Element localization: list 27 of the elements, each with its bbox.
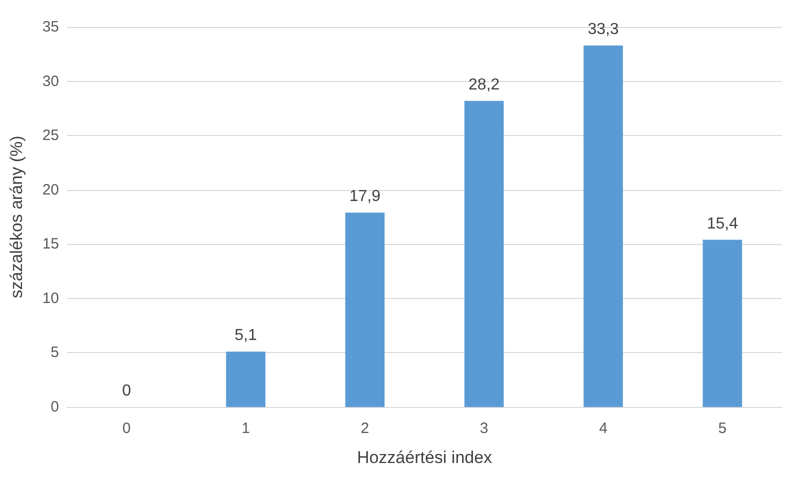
data-label: 17,9 bbox=[349, 188, 381, 206]
x-tick-label: 4 bbox=[599, 420, 608, 437]
y-tick-label: 35 bbox=[42, 18, 59, 36]
x-tick-label: 5 bbox=[718, 420, 727, 437]
bar bbox=[345, 212, 385, 407]
x-tick-label: 2 bbox=[360, 420, 370, 437]
data-label: 5,1 bbox=[234, 327, 257, 344]
y-tick-label: 5 bbox=[50, 344, 59, 362]
data-label: 15,4 bbox=[706, 215, 738, 232]
bar bbox=[702, 240, 742, 407]
y-axis-title: százalékos arány (%) bbox=[7, 136, 26, 298]
y-tick-label: 30 bbox=[42, 72, 59, 90]
y-tick-label: 15 bbox=[42, 236, 59, 253]
x-tick-label: 0 bbox=[122, 420, 131, 437]
y-tick-label: 10 bbox=[42, 290, 59, 307]
data-label: 0 bbox=[122, 382, 132, 400]
bar bbox=[464, 100, 504, 407]
y-tick-label: 0 bbox=[50, 398, 59, 416]
bar bbox=[584, 45, 623, 407]
y-tick-label: 20 bbox=[42, 181, 59, 198]
x-axis-title: Hozzáértési index bbox=[356, 448, 493, 467]
data-label: 33,3 bbox=[588, 20, 619, 38]
x-tick-label: 1 bbox=[242, 420, 250, 437]
y-tick-label: 25 bbox=[42, 127, 59, 144]
x-tick-label: 3 bbox=[480, 420, 488, 437]
bar bbox=[226, 352, 266, 407]
data-label: 28,2 bbox=[468, 76, 500, 94]
